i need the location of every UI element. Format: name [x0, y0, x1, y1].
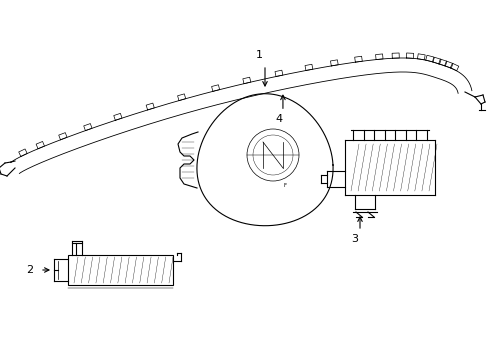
Text: 2: 2 — [26, 265, 33, 275]
Text: 3: 3 — [351, 234, 359, 244]
Text: 1: 1 — [255, 50, 263, 60]
Text: 4: 4 — [275, 114, 283, 124]
Text: F: F — [283, 183, 287, 188]
